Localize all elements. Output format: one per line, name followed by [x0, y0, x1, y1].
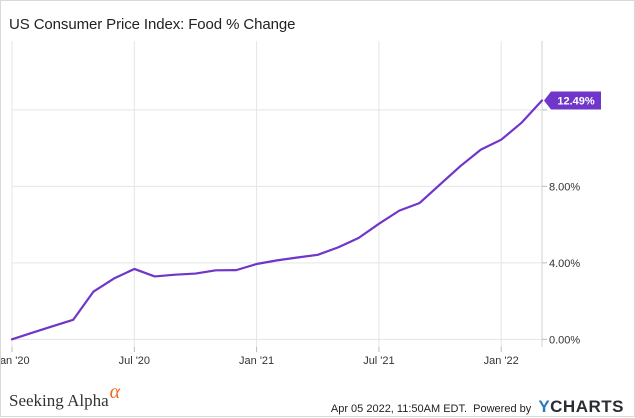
last-value-label: 12.49% [557, 95, 595, 107]
y-tick-label: 4.00% [549, 258, 580, 270]
ycharts-y-icon: Y [538, 397, 551, 416]
footer-attribution: Apr 05 2022, 11:50AM EDT. Powered by YCH… [331, 397, 624, 417]
y-tick-label: 0.00% [549, 334, 580, 346]
brand-text: Seeking Alpha [9, 391, 109, 410]
seeking-alpha-logo: Seeking Alphaα [9, 381, 120, 412]
x-tick-label: Jan '20 [1, 355, 30, 367]
x-tick-label: Jul '20 [119, 355, 150, 367]
x-tick-label: Jan '21 [239, 355, 274, 367]
powered-by-label: Powered by [473, 403, 532, 415]
last-value-badge: 12.49% [544, 91, 601, 110]
last-value-badge-shape [544, 91, 601, 110]
alpha-icon: α [109, 381, 121, 403]
x-tick-label: Jul '21 [363, 355, 394, 367]
ycharts-text: CHARTS [550, 397, 624, 416]
y-tick-label: 8.00% [549, 181, 580, 193]
timestamp: Apr 05 2022, 11:50AM EDT. [330, 403, 468, 415]
chart-title: US Consumer Price Index: Food % Change [9, 16, 296, 33]
ycharts-logo: YCHARTS [538, 397, 624, 416]
x-tick-label: Jan '22 [484, 355, 519, 367]
series-line [10, 99, 544, 341]
